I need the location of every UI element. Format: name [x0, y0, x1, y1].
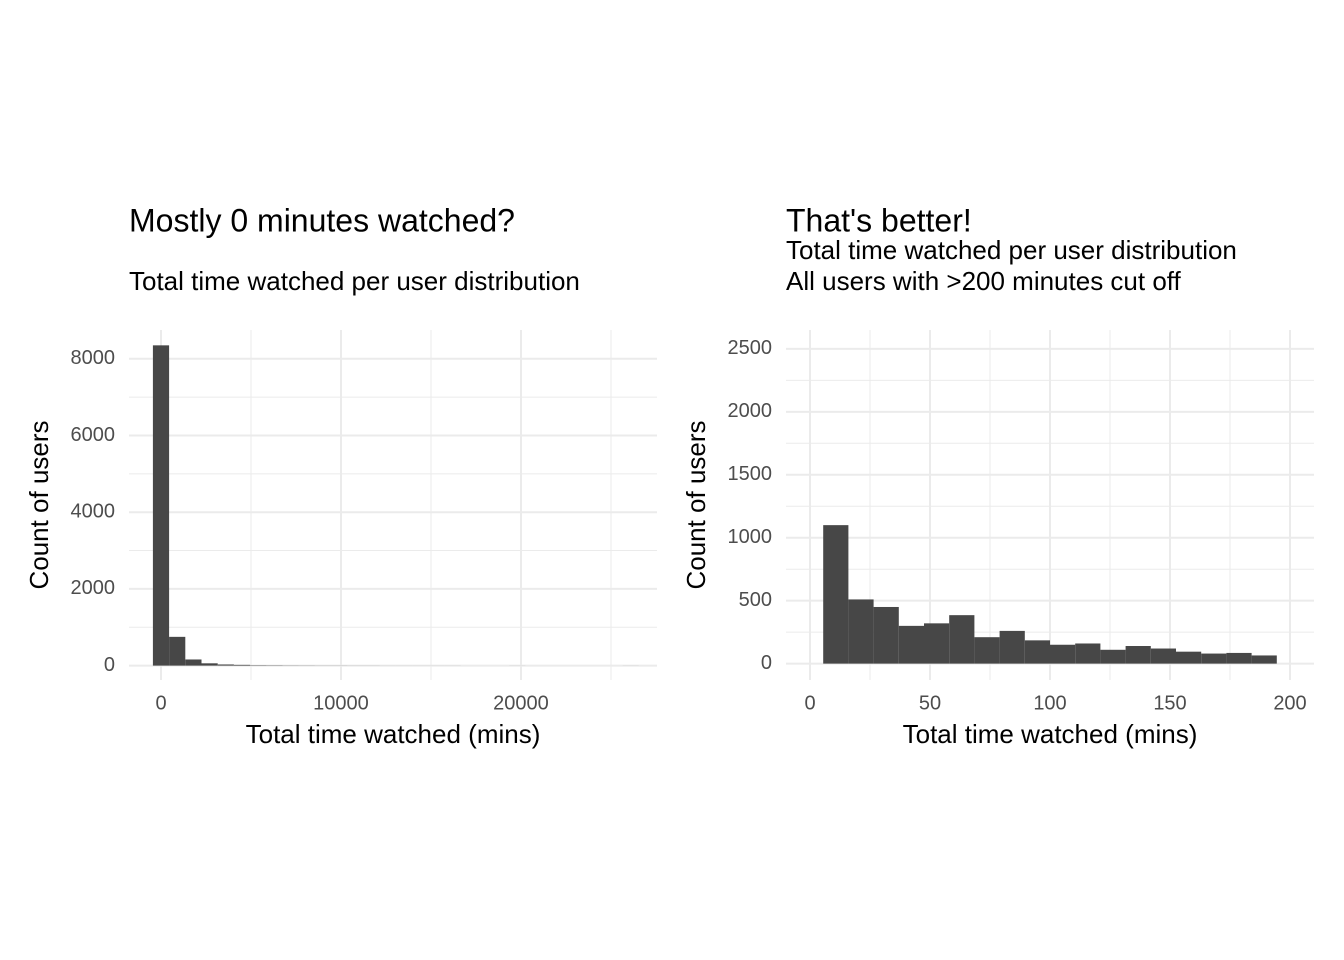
x-tick-label: 200 — [1273, 692, 1306, 714]
bar — [1226, 652, 1252, 664]
bar — [1125, 646, 1151, 664]
bar — [169, 636, 186, 666]
chart-subtitle: Total time watched per user distribution — [129, 266, 580, 296]
y-tick-label: 2000 — [728, 400, 773, 422]
bar — [949, 615, 975, 664]
bar — [898, 625, 924, 664]
y-axis-title: Count of users — [24, 420, 54, 589]
y-tick-label: 1500 — [728, 463, 773, 485]
bar — [1150, 648, 1176, 664]
chart-title: Mostly 0 minutes watched? — [129, 202, 515, 238]
y-tick-label: 8000 — [71, 347, 116, 369]
x-tick-label: 50 — [919, 692, 941, 714]
bar — [185, 659, 202, 666]
bar — [1100, 649, 1126, 664]
bar — [201, 663, 218, 666]
y-tick-label: 2500 — [728, 337, 773, 359]
x-axis-title: Total time watched (mins) — [903, 719, 1198, 749]
bar — [924, 623, 950, 664]
x-tick-label: 10000 — [313, 692, 369, 714]
bar — [999, 630, 1025, 664]
bar — [1024, 640, 1050, 664]
y-tick-label: 0 — [761, 652, 772, 674]
bar — [1075, 643, 1101, 664]
bar — [823, 525, 849, 664]
bar — [1050, 644, 1076, 664]
x-tick-label: 100 — [1033, 692, 1066, 714]
y-axis-title: Count of users — [681, 420, 711, 589]
bar — [233, 664, 251, 666]
y-tick-label: 6000 — [71, 424, 116, 446]
bar — [848, 599, 874, 664]
chart-subtitle: Total time watched per user distribution — [786, 235, 1237, 265]
bar — [873, 606, 899, 664]
bar — [974, 637, 1000, 664]
bar — [1201, 653, 1227, 664]
y-tick-label: 2000 — [71, 577, 116, 599]
chart-title: That's better! — [786, 202, 972, 238]
x-tick-label: 150 — [1153, 692, 1186, 714]
x-tick-label: 0 — [804, 692, 815, 714]
bar — [1251, 655, 1277, 664]
bar — [217, 664, 234, 666]
y-tick-label: 1000 — [728, 526, 773, 548]
x-tick-label: 20000 — [493, 692, 549, 714]
bar — [1176, 651, 1202, 664]
y-tick-label: 4000 — [71, 500, 116, 522]
chart-subtitle: All users with >200 minutes cut off — [786, 266, 1182, 296]
bar — [152, 345, 170, 666]
y-tick-label: 0 — [104, 654, 115, 676]
y-tick-label: 500 — [739, 589, 772, 611]
x-tick-label: 0 — [155, 692, 166, 714]
x-axis-title: Total time watched (mins) — [246, 719, 541, 749]
